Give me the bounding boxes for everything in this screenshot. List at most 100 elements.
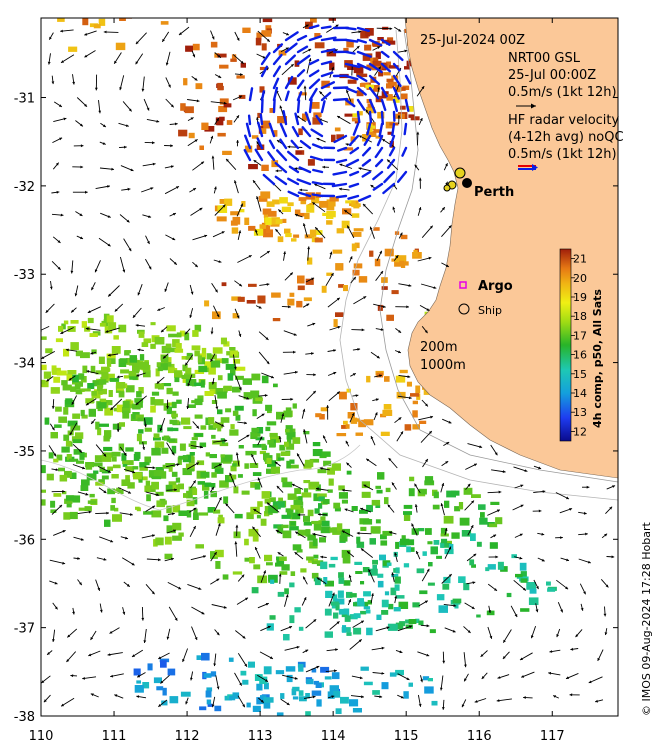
model-current-arrowhead	[80, 236, 83, 240]
sst-pixel	[440, 527, 447, 534]
hf-radar-vector	[380, 86, 388, 98]
model-current-arrowhead	[523, 696, 526, 699]
hf-radar-vector	[372, 182, 384, 191]
sst-pixel	[366, 627, 373, 636]
hf-radar-vector	[403, 122, 408, 136]
sst-pixel	[428, 562, 433, 567]
sst-pixel	[186, 510, 192, 518]
perth-label: Perth	[474, 185, 514, 200]
model-current-arrowhead	[223, 605, 227, 609]
sst-pixel	[103, 446, 113, 452]
model-current-arrowhead	[290, 397, 294, 401]
hf-radar-vector	[294, 112, 300, 126]
sst-pixel	[436, 594, 445, 601]
sst-pixel	[321, 285, 327, 293]
sst-pixel	[409, 476, 415, 482]
model-current-arrowhead	[548, 671, 552, 675]
sst-pixel	[311, 102, 320, 109]
sst-pixel	[211, 400, 218, 404]
hf-radar-vector	[392, 50, 404, 62]
sst-pixel	[80, 409, 85, 417]
sst-pixel	[376, 489, 383, 494]
model-current-arrowhead	[79, 449, 83, 453]
hf-radar-vector	[389, 134, 396, 148]
sst-pixel	[216, 216, 227, 222]
sst-pixel	[351, 117, 360, 122]
model-current-arrowhead	[424, 600, 428, 604]
sst-pixel	[300, 568, 307, 573]
sst-pixel	[197, 355, 202, 363]
hf-radar-vector	[288, 165, 300, 174]
model-current-arrowhead	[196, 425, 199, 429]
model-current-arrowhead	[235, 524, 239, 528]
hf-radar-vector	[376, 134, 384, 147]
sst-pixel	[199, 353, 207, 360]
sst-pixel	[94, 462, 103, 467]
sst-pixel	[55, 338, 63, 343]
sst-pixel	[200, 380, 205, 388]
hf-radar-vector	[309, 155, 324, 162]
sst-pixel	[138, 429, 144, 434]
model-current-arrowhead	[520, 504, 524, 508]
model-current-arrowhead	[267, 625, 271, 629]
model-current-arrowhead	[196, 99, 200, 103]
sst-pixel	[126, 460, 134, 466]
sst-pixel	[343, 285, 348, 292]
model-current-arrowhead	[136, 695, 140, 698]
sst-pixel	[406, 539, 415, 546]
model-current-arrowhead	[266, 251, 270, 254]
sst-pixel	[320, 526, 331, 534]
hf-radar-vector	[297, 191, 312, 198]
model-current-arrowhead	[294, 552, 298, 555]
sst-pixel	[181, 374, 192, 379]
model-current-arrowhead	[418, 703, 422, 707]
sst-pixel	[248, 283, 257, 287]
sst-pixel	[352, 232, 362, 237]
model-current-arrowhead	[240, 60, 244, 64]
hf-radar-vectors	[243, 24, 412, 202]
model-current-arrowhead	[193, 188, 196, 191]
sst-pixel	[351, 213, 360, 218]
model-current-arrowhead	[346, 89, 349, 93]
sst-pixel	[412, 424, 420, 430]
sst-pixel	[384, 591, 390, 596]
sst-pixel	[136, 680, 141, 684]
hf-radar-vector	[267, 151, 276, 162]
sst-pixel	[235, 366, 246, 371]
model-current-arrowhead	[103, 453, 107, 457]
sst-pixel	[139, 354, 145, 361]
model-current-arrowhead	[80, 165, 84, 169]
model-current-arrowhead	[137, 292, 141, 296]
sst-pixel	[301, 492, 312, 498]
sst-pixel	[251, 135, 259, 139]
sst-pixel	[202, 483, 210, 491]
sst-pixel	[93, 470, 99, 474]
sst-pixel	[263, 697, 274, 703]
sst-pixel	[332, 249, 343, 254]
sst-pixel	[178, 483, 184, 490]
model-current-arrowhead	[428, 256, 432, 260]
model-current-arrowhead	[114, 694, 118, 697]
sst-pixel	[205, 417, 211, 425]
sst-pixel	[127, 482, 135, 489]
model-current-arrowhead	[218, 260, 222, 263]
sst-pixel	[395, 541, 400, 549]
sst-pixel	[117, 490, 124, 494]
sst-pixel	[360, 610, 367, 615]
model-current-arrowhead	[278, 436, 282, 439]
sst-pixel	[354, 561, 363, 565]
sst-pixel	[281, 206, 291, 212]
sst-pixel	[249, 463, 259, 468]
model-current-arrowhead	[370, 185, 374, 188]
hf-radar-vector	[276, 149, 288, 162]
hf-radar-vector	[287, 190, 300, 198]
model-current-arrowhead	[258, 305, 262, 309]
sst-pixel	[312, 538, 318, 546]
model-current-arrowhead	[493, 534, 497, 538]
hf-radar-vector	[272, 98, 276, 114]
sst-pixel	[191, 345, 201, 351]
sst-pixel	[50, 387, 60, 394]
sst-pixel	[416, 568, 425, 574]
sst-pixel	[58, 325, 64, 332]
model-current-arrowhead	[305, 649, 309, 653]
